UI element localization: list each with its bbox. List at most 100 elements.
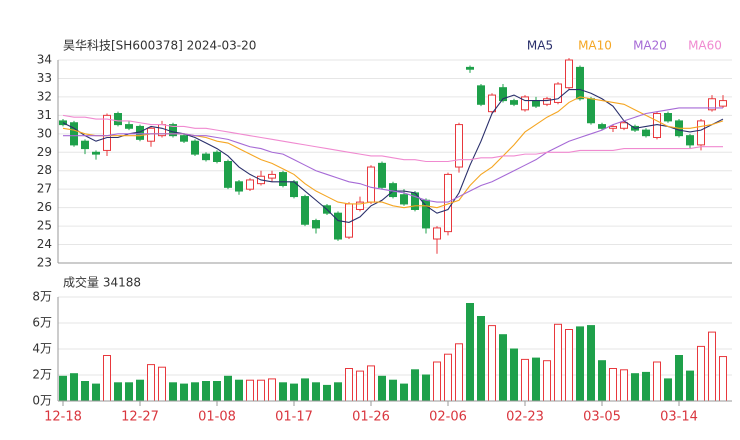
volume-bar <box>235 379 243 402</box>
candle-body <box>279 172 287 186</box>
candle-body <box>191 140 199 155</box>
volume-bar <box>576 326 584 402</box>
volume-bar <box>224 375 232 402</box>
candle-body <box>455 124 463 168</box>
legend-label: MA10 <box>578 39 612 53</box>
candle-body <box>576 66 584 100</box>
volume-title: 成交量 34188 <box>63 275 141 290</box>
y-tick-label: 0万 <box>32 394 52 408</box>
volume-bar <box>158 366 166 402</box>
y-tick-label: 23 <box>37 256 52 270</box>
x-tick-label: 03-05 <box>583 410 621 425</box>
y-tick-label: 29 <box>37 145 52 159</box>
candle-body <box>554 83 562 103</box>
y-tick-label: 8万 <box>32 290 52 304</box>
volume-bar <box>631 373 639 402</box>
volume-bar <box>510 348 518 402</box>
candle-body <box>609 125 617 129</box>
volume-bar <box>345 368 353 402</box>
candle-body <box>268 173 276 179</box>
volume-bar <box>114 382 122 402</box>
ma-line <box>62 114 723 163</box>
volume-bar <box>664 378 672 402</box>
candle-body <box>213 151 221 162</box>
volume-bar <box>411 369 419 402</box>
volume-bar <box>499 334 507 402</box>
volume-bar <box>554 323 562 402</box>
candle-body <box>246 179 254 190</box>
volume-bar <box>213 381 221 402</box>
volume-bar <box>70 373 78 402</box>
volume-bar <box>609 368 617 402</box>
y-tick-label: 28 <box>37 163 52 177</box>
volume-bar <box>653 361 661 402</box>
x-tick-label: 03-14 <box>660 410 698 425</box>
volume-bar <box>169 382 177 402</box>
volume-bar <box>136 379 144 402</box>
candle-body <box>378 162 386 188</box>
volume-bar <box>81 381 89 402</box>
y-tick-label: 25 <box>37 219 52 233</box>
volume-bar <box>488 325 496 402</box>
volume-bar <box>400 383 408 402</box>
candle-body <box>400 194 408 205</box>
candle-body <box>301 196 309 225</box>
volume-bar <box>455 343 463 402</box>
candle-body <box>543 98 551 105</box>
candle-body <box>532 100 540 107</box>
candle-body <box>125 124 133 129</box>
volume-bar <box>59 375 67 402</box>
volume-bar <box>389 379 397 402</box>
candle-body <box>642 129 650 137</box>
candle-body <box>499 87 507 102</box>
volume-bar <box>367 365 375 402</box>
volume-bar <box>686 370 694 402</box>
volume-bar <box>598 360 606 402</box>
legend-label: MA60 <box>688 39 722 53</box>
y-tick-label: 34 <box>37 53 52 67</box>
candle-body <box>334 212 342 240</box>
y-tick-label: 2万 <box>32 368 52 382</box>
x-tick-label: 01-26 <box>352 410 390 425</box>
y-tick-label: 6万 <box>32 316 52 330</box>
volume-bar <box>356 370 364 402</box>
candle-body <box>103 114 111 151</box>
volume-bar <box>675 355 683 402</box>
candle-body <box>521 96 529 111</box>
volume-bar <box>444 353 452 402</box>
y-tick-label: 4万 <box>32 342 52 356</box>
volume-bar <box>147 364 155 402</box>
candle-body <box>620 122 628 129</box>
candle-body <box>708 98 716 111</box>
candle-body <box>664 113 672 122</box>
volume-bar <box>642 371 650 402</box>
candle-body <box>70 122 78 146</box>
candle-body <box>466 66 474 70</box>
volume-bar <box>103 355 111 402</box>
volume-bar <box>334 382 342 402</box>
candle-body <box>312 220 320 229</box>
volume-bar <box>719 356 727 402</box>
volume-bar <box>532 357 540 402</box>
y-tick-label: 33 <box>37 71 52 85</box>
volume-bar <box>565 329 573 402</box>
volume-bar <box>521 358 529 402</box>
volume-bar <box>191 382 199 402</box>
candle-body <box>477 85 485 105</box>
volume-bar <box>378 375 386 402</box>
volume-bar <box>587 325 595 402</box>
y-tick-label: 30 <box>37 126 52 140</box>
y-tick-label: 27 <box>37 182 52 196</box>
volume-bar <box>620 369 628 402</box>
x-tick-label: 02-23 <box>506 410 544 425</box>
legend-label: MA20 <box>633 39 667 53</box>
candle-body <box>235 181 243 192</box>
candle-body <box>114 113 122 126</box>
candle-body <box>224 161 232 188</box>
candle-body <box>180 135 188 142</box>
candle-body <box>356 201 364 210</box>
volume-bar <box>92 383 100 402</box>
volume-bar <box>257 379 265 402</box>
volume-bar <box>433 361 441 402</box>
